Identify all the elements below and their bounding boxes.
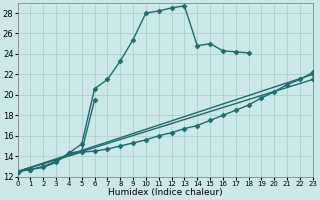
X-axis label: Humidex (Indice chaleur): Humidex (Indice chaleur)	[108, 188, 222, 197]
